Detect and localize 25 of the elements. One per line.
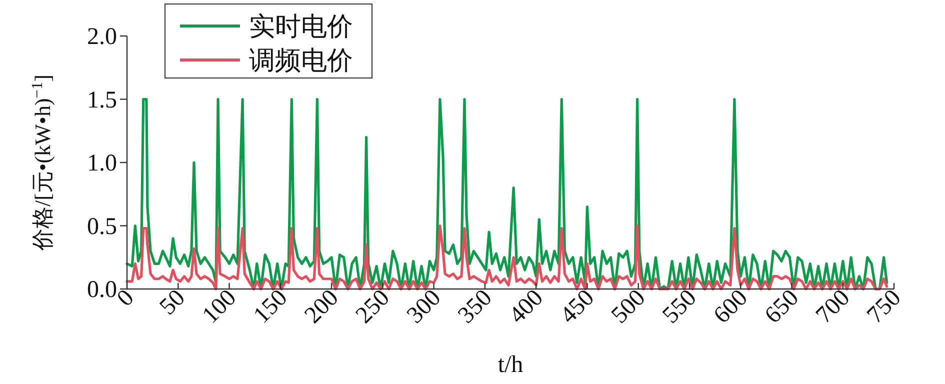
x-tick-label: 600 [709, 284, 753, 329]
legend-label: 实时电价 [249, 12, 353, 41]
x-tick-label: 500 [606, 284, 651, 329]
x-tick-label: 650 [760, 284, 804, 329]
y-tick-label: 1.5 [87, 87, 117, 114]
x-tick-label: 550 [658, 284, 702, 329]
y-tick-label: 1.0 [87, 150, 117, 176]
x-tick-label: 700 [811, 284, 856, 329]
y-tick-label: 0.0 [87, 277, 117, 303]
x-tick-label: 150 [248, 284, 293, 329]
x-tick-label: 350 [453, 284, 498, 329]
line-series [126, 98, 888, 290]
x-tick-label: 100 [198, 284, 242, 329]
x-tick-label: 300 [402, 284, 446, 329]
x-tick-label: 250 [351, 284, 395, 329]
x-axis-title: t/h [498, 352, 524, 378]
y-tick-label: 0.5 [87, 214, 117, 240]
x-tick-label: 50 [155, 284, 190, 320]
legend-label: 调频电价 [249, 46, 353, 75]
line-series [126, 224, 888, 290]
x-tick-label: 450 [556, 284, 600, 329]
x-tick-label: 400 [504, 284, 548, 329]
y-tick-label: 2.0 [87, 24, 117, 50]
x-tick-label: 200 [300, 284, 344, 329]
x-tick-label: 750 [862, 284, 906, 329]
